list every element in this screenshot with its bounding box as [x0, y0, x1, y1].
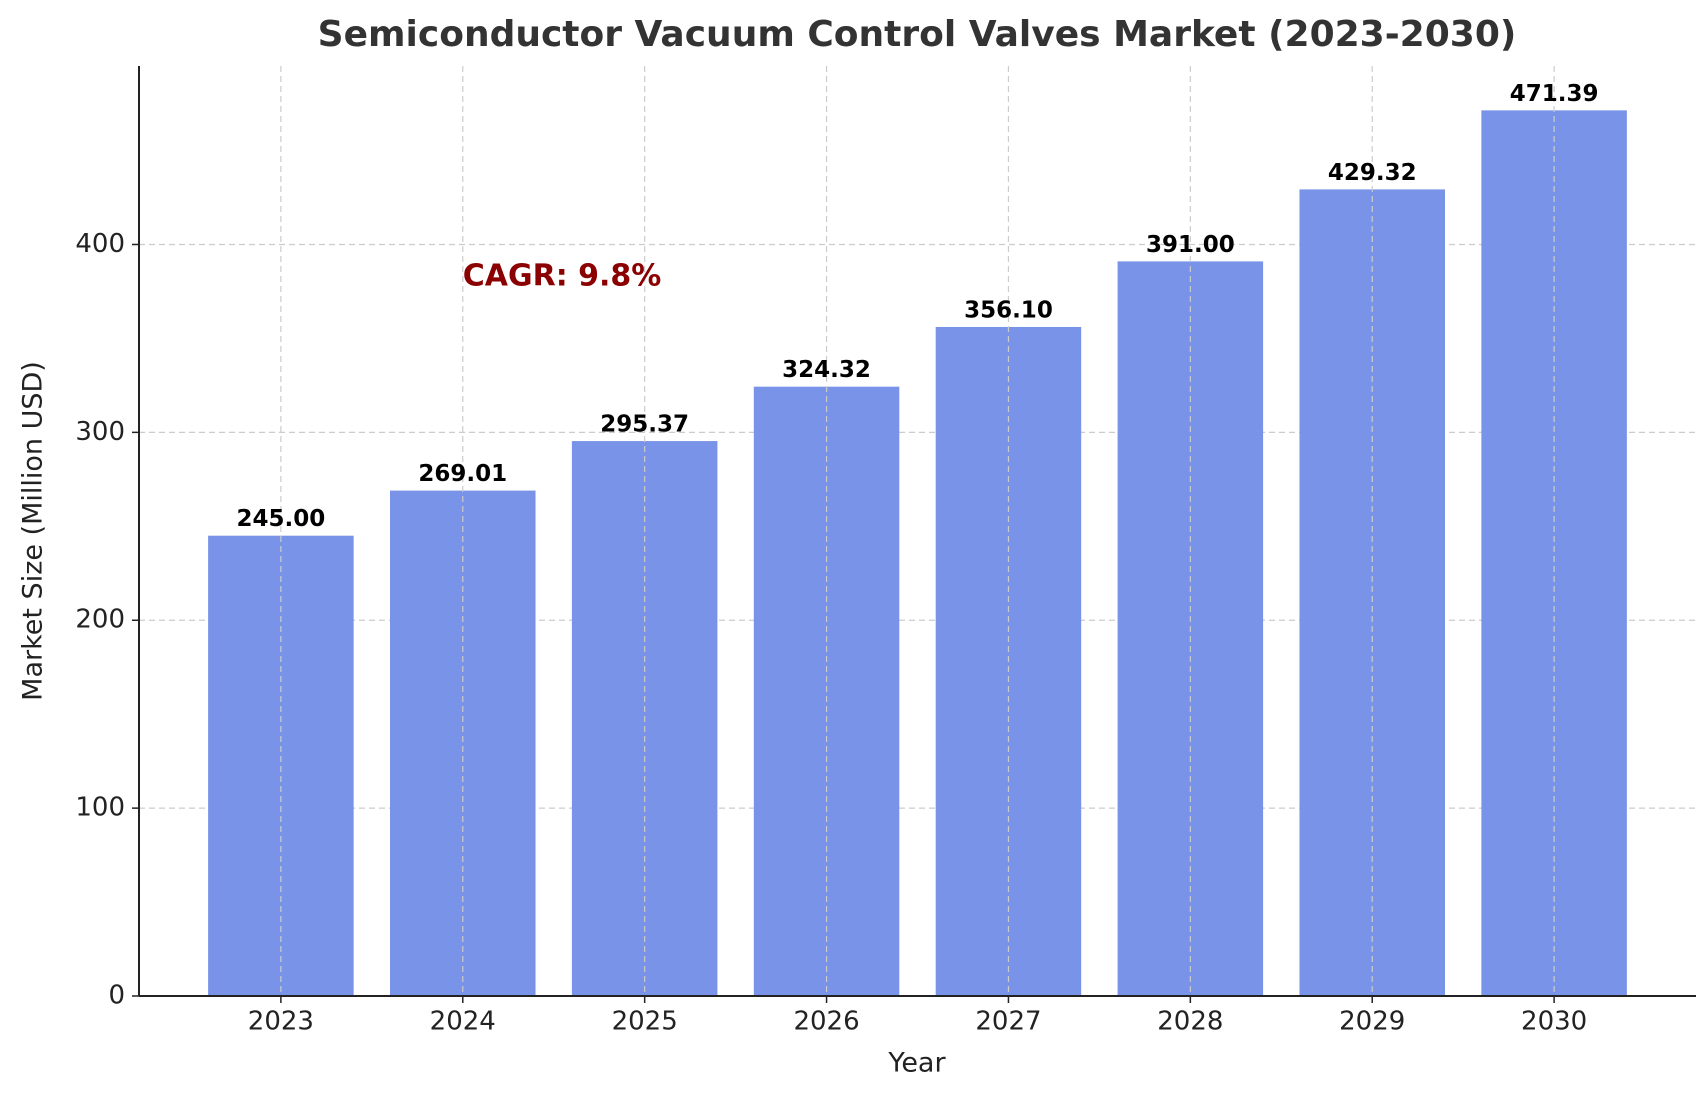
- value-label: 324.32: [782, 357, 871, 383]
- y-tick-label: 0: [108, 981, 125, 1011]
- y-tick-label: 200: [75, 605, 125, 635]
- x-tick-label: 2027: [975, 1007, 1041, 1037]
- value-label: 269.01: [418, 461, 507, 487]
- value-label: 429.32: [1328, 160, 1417, 186]
- chart-title: Semiconductor Vacuum Control Valves Mark…: [318, 14, 1517, 55]
- value-label: 471.39: [1510, 81, 1599, 107]
- x-tick-label: 2026: [793, 1007, 859, 1037]
- x-axis-label: Year: [887, 1048, 946, 1079]
- value-label: 295.37: [600, 412, 689, 438]
- x-tick-label: 2029: [1339, 1007, 1405, 1037]
- value-label: 245.00: [236, 506, 325, 532]
- x-tick-label: 2023: [248, 1007, 314, 1037]
- y-tick-label: 100: [75, 793, 125, 823]
- y-tick-label: 300: [75, 417, 125, 447]
- x-tick-label: 2030: [1521, 1007, 1587, 1037]
- y-axis-label: Market Size (Million USD): [18, 361, 49, 701]
- x-tick-label: 2025: [612, 1007, 678, 1037]
- value-label: 391.00: [1146, 232, 1235, 258]
- y-tick-label: 400: [75, 229, 125, 259]
- x-tick-label: 2024: [430, 1007, 496, 1037]
- bar: [1481, 110, 1627, 997]
- value-label: 356.10: [964, 297, 1053, 323]
- x-tick-label: 2028: [1157, 1007, 1223, 1037]
- annotation: CAGR: 9.8%: [463, 259, 662, 294]
